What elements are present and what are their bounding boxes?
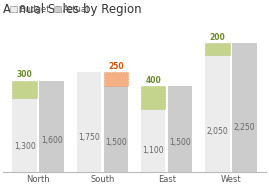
Bar xyxy=(168,86,192,172)
Text: 1,500: 1,500 xyxy=(169,138,191,147)
Text: 2,050: 2,050 xyxy=(207,127,228,136)
Text: 2,250: 2,250 xyxy=(233,123,255,132)
Bar xyxy=(205,55,230,172)
Text: 1,750: 1,750 xyxy=(78,133,100,142)
Text: 400: 400 xyxy=(145,76,161,85)
Text: Annual Sales by Region: Annual Sales by Region xyxy=(3,3,141,16)
Bar xyxy=(77,72,101,172)
Bar xyxy=(205,43,230,55)
Bar xyxy=(141,109,165,172)
Text: 1,100: 1,100 xyxy=(142,146,164,155)
Text: 1,300: 1,300 xyxy=(14,142,36,151)
Bar xyxy=(39,81,64,172)
Text: 1,500: 1,500 xyxy=(105,138,127,147)
Text: 250: 250 xyxy=(108,62,124,71)
Legend: Budget, Actual: Budget, Actual xyxy=(7,1,93,17)
Bar xyxy=(104,72,128,86)
Bar xyxy=(104,86,128,172)
Text: 200: 200 xyxy=(210,33,225,42)
Text: 1,600: 1,600 xyxy=(41,136,62,145)
Bar xyxy=(232,43,257,172)
Text: 300: 300 xyxy=(17,70,33,79)
Bar xyxy=(12,98,37,172)
Bar xyxy=(141,86,165,109)
Bar xyxy=(12,81,37,98)
